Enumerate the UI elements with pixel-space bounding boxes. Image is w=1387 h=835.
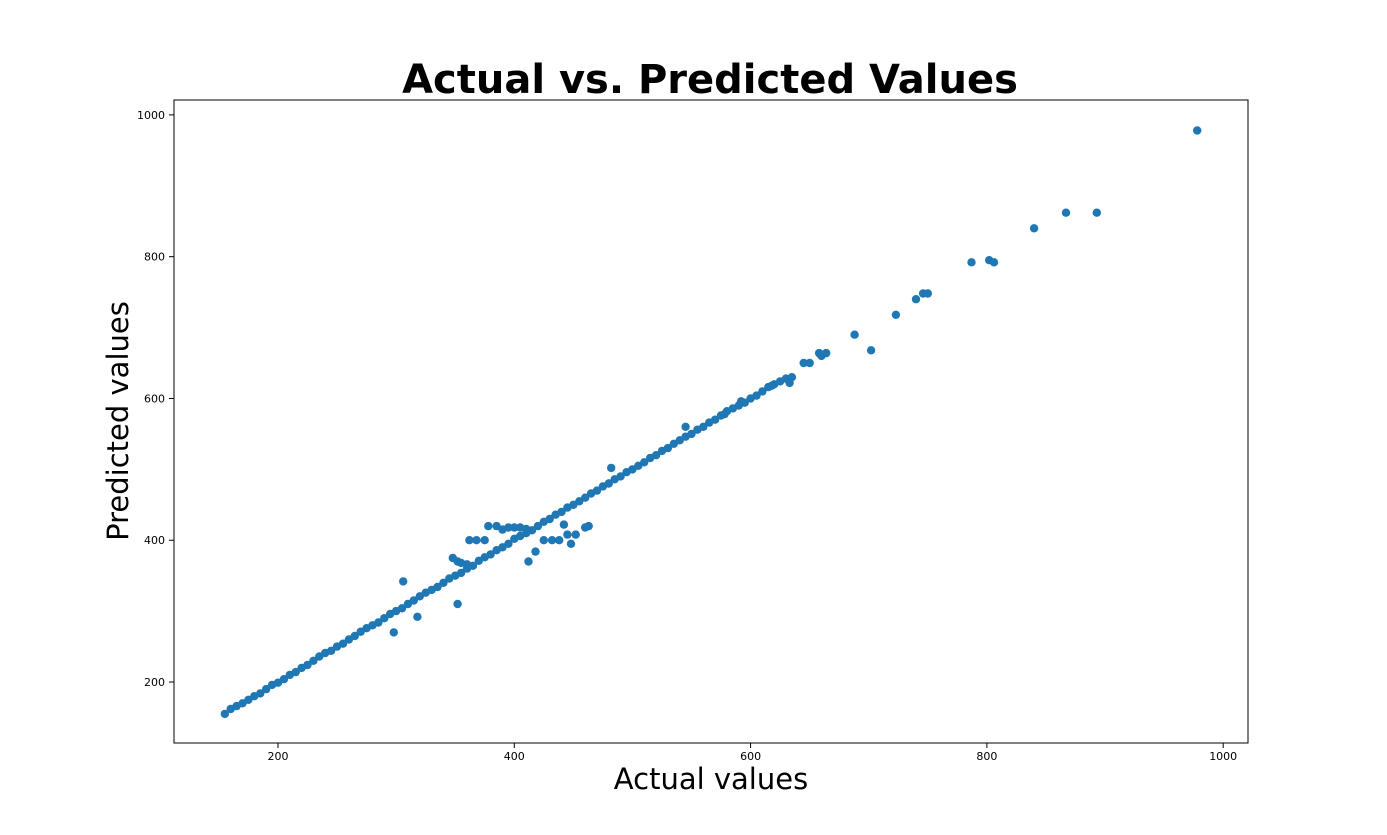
plot-area: 200 400 600 800 1000 200 400 600 800 1000	[137, 99, 1249, 763]
data-point	[303, 660, 312, 670]
data-point	[338, 639, 348, 648]
data-point	[220, 709, 229, 719]
data-point	[592, 486, 602, 495]
data-point	[539, 536, 548, 545]
data-point	[374, 618, 383, 627]
y-tick-label: 200	[144, 676, 165, 689]
data-point	[891, 310, 901, 319]
data-point	[799, 358, 808, 368]
data-point	[805, 358, 814, 368]
x-tick-label: 400	[504, 750, 525, 763]
data-point	[752, 391, 761, 400]
data-point	[531, 547, 540, 556]
data-point	[736, 397, 746, 406]
data-point	[687, 429, 696, 439]
y-tick-label: 400	[144, 534, 165, 547]
data-point	[817, 351, 826, 361]
data-point	[326, 646, 336, 655]
data-point	[571, 530, 580, 539]
data-point	[524, 557, 533, 566]
chart-title: Actual vs. Predicted Values	[402, 57, 1018, 103]
data-point	[504, 539, 513, 548]
data-point	[989, 258, 999, 267]
data-point	[604, 479, 613, 488]
data-point	[279, 675, 289, 684]
data-point	[1061, 208, 1071, 217]
data-point	[465, 536, 474, 545]
data-point	[663, 443, 673, 453]
data-points	[220, 126, 1202, 719]
data-point	[439, 578, 448, 587]
data-point	[767, 381, 776, 390]
data-point	[309, 656, 318, 665]
x-axis-ticks: 200 400 600 800 1000	[267, 743, 1237, 763]
data-point	[256, 689, 265, 698]
data-point	[720, 409, 729, 419]
data-point	[710, 415, 720, 424]
y-axis-ticks: 200 400 600 800 1000	[137, 109, 174, 689]
data-point	[850, 330, 859, 339]
data-point	[607, 463, 616, 473]
data-point	[758, 387, 767, 396]
data-point	[510, 523, 519, 532]
data-point	[380, 614, 389, 623]
x-tick-label: 600	[740, 750, 761, 763]
data-point	[262, 684, 271, 694]
data-point	[911, 295, 921, 304]
data-point	[480, 536, 489, 545]
data-point	[1193, 126, 1202, 135]
data-point	[521, 524, 531, 534]
data-point	[350, 631, 359, 641]
data-point	[681, 422, 690, 431]
data-point	[433, 582, 442, 592]
data-point	[555, 536, 564, 545]
data-point	[699, 422, 708, 431]
data-point	[640, 458, 649, 467]
data-point	[616, 472, 625, 481]
data-point	[547, 536, 557, 545]
data-point	[584, 521, 593, 531]
data-point	[389, 628, 398, 637]
data-point	[563, 530, 572, 539]
data-point	[559, 520, 569, 529]
axes-frame	[173, 99, 1249, 744]
data-point	[486, 550, 495, 559]
data-point	[484, 521, 493, 531]
data-point	[566, 539, 576, 548]
data-point	[557, 507, 566, 517]
data-point	[923, 289, 932, 298]
y-tick-label: 800	[144, 251, 165, 264]
data-point	[399, 577, 408, 586]
data-point	[533, 521, 543, 531]
y-tick-label: 600	[144, 392, 165, 405]
x-tick-label: 800	[976, 750, 997, 763]
data-point	[456, 568, 466, 578]
data-point	[581, 493, 590, 502]
data-point	[651, 451, 661, 460]
data-point	[866, 346, 876, 355]
data-point	[967, 258, 976, 267]
data-point	[462, 560, 472, 569]
data-point	[1092, 208, 1102, 217]
data-point	[291, 667, 300, 677]
data-point	[545, 514, 554, 524]
data-point	[409, 596, 418, 605]
data-point	[785, 378, 794, 388]
data-point	[397, 604, 407, 613]
data-point	[1029, 224, 1039, 233]
y-tick-label: 1000	[137, 109, 165, 122]
x-tick-label: 1000	[1209, 750, 1237, 763]
x-tick-label: 200	[267, 750, 288, 763]
x-axis-label: Actual values	[614, 762, 808, 796]
data-point	[504, 523, 513, 532]
data-point	[453, 599, 462, 609]
y-axis-label: Predicted values	[101, 301, 135, 541]
data-point	[472, 536, 481, 545]
data-point	[413, 612, 422, 621]
